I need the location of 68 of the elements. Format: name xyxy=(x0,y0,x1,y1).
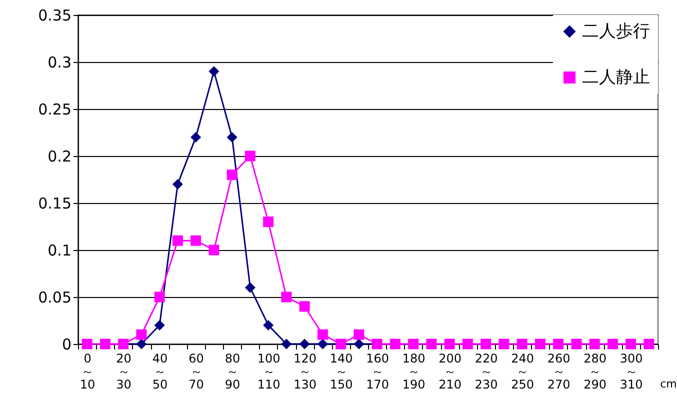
point xyxy=(354,338,364,350)
point xyxy=(263,216,274,228)
x-tick-label: 300～310 xyxy=(620,352,643,392)
point xyxy=(136,338,147,350)
point xyxy=(299,338,310,350)
y-tick-label: 0.1 xyxy=(48,242,72,260)
point xyxy=(480,338,492,350)
x-tick-label: 0～10 xyxy=(80,352,96,392)
point xyxy=(100,338,110,350)
x-tick-label: 80～90 xyxy=(224,352,240,392)
point xyxy=(263,320,274,330)
y-tick-label: 0.35 xyxy=(38,6,72,24)
point xyxy=(208,244,220,256)
point xyxy=(172,178,183,190)
x-tick-label: 280～290 xyxy=(584,352,607,392)
x-tick-label: 20～30 xyxy=(116,352,132,392)
point xyxy=(354,329,364,340)
point xyxy=(226,170,238,180)
point xyxy=(626,338,636,350)
point xyxy=(390,338,400,350)
x-tick-label: 100～110 xyxy=(257,352,280,392)
point xyxy=(190,132,202,142)
point xyxy=(571,338,582,350)
x-tick-label: 60～70 xyxy=(188,352,204,392)
x-tick-label: 180～190 xyxy=(402,352,426,392)
point xyxy=(281,292,292,302)
x-tick-label: 160～170 xyxy=(366,352,390,392)
x-tick-label: 40～50 xyxy=(152,352,168,392)
point xyxy=(281,338,292,350)
point xyxy=(82,338,92,350)
point xyxy=(172,235,183,246)
point xyxy=(534,338,546,350)
point xyxy=(408,338,419,350)
x-tick-label: 260～270 xyxy=(547,352,570,392)
point xyxy=(589,338,600,350)
point xyxy=(208,66,220,77)
point xyxy=(244,282,256,293)
y-tick-label: 0.2 xyxy=(48,148,72,166)
point xyxy=(607,338,618,350)
point xyxy=(154,320,165,330)
point xyxy=(516,338,528,350)
point xyxy=(190,235,202,246)
y-tick-label: 0.25 xyxy=(38,100,72,118)
legend-label: 二人歩行 xyxy=(582,22,650,42)
point xyxy=(462,338,473,350)
point xyxy=(444,338,455,350)
y-tick-label: 0.05 xyxy=(38,288,72,306)
point xyxy=(498,338,510,350)
x-tick-label: 240～250 xyxy=(511,352,534,392)
x-axis-title: cm xyxy=(660,378,677,390)
point xyxy=(426,338,437,350)
y-tick-label: 0.3 xyxy=(48,54,72,72)
point xyxy=(226,132,238,142)
x-tick-label: 120～130 xyxy=(294,352,317,392)
point xyxy=(244,150,256,162)
x-tick-label: 140～150 xyxy=(330,352,353,392)
x-tick-label: 200～210 xyxy=(438,352,462,392)
legend-label: 二人静止 xyxy=(582,68,650,88)
point xyxy=(299,301,310,312)
point xyxy=(154,292,165,302)
x-tick-label: 220～230 xyxy=(474,352,498,392)
point xyxy=(136,329,147,340)
point xyxy=(553,338,564,350)
y-tick-label: 0.15 xyxy=(38,194,72,212)
y-tick-label: 0 xyxy=(62,336,72,354)
point xyxy=(317,329,328,340)
point xyxy=(644,338,654,350)
point xyxy=(317,338,328,350)
